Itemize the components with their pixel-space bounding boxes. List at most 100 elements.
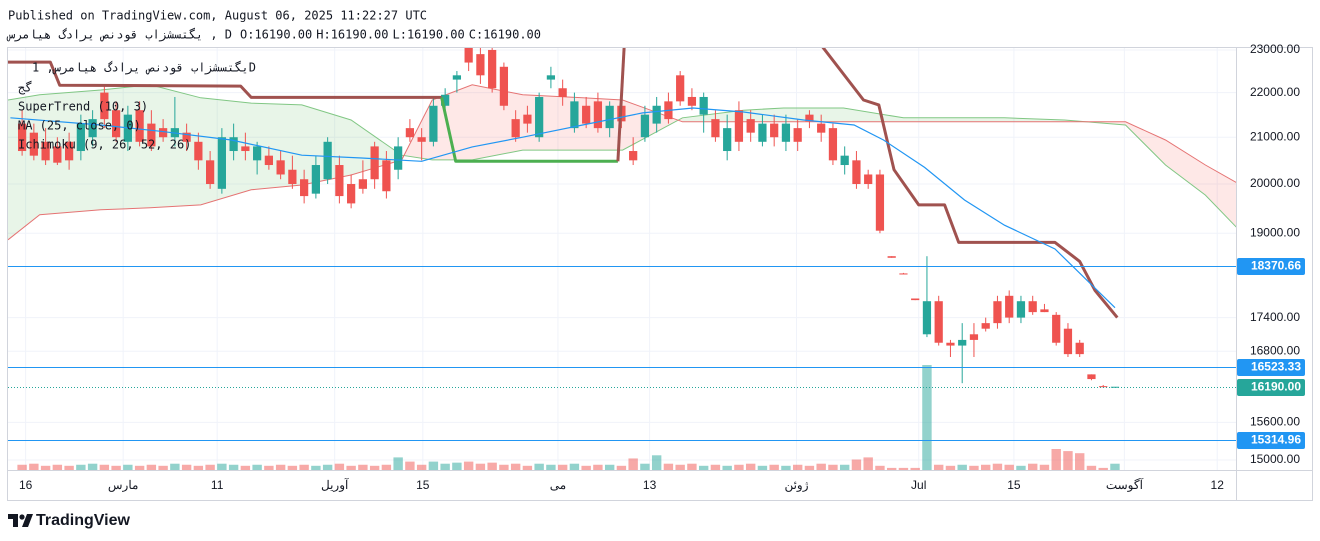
y-tick-label: 19000.00 <box>1250 225 1300 239</box>
volume-bar <box>675 464 685 470</box>
candle-body <box>206 160 215 185</box>
volume-bar <box>992 463 1003 470</box>
candle-body <box>17 123 27 152</box>
volume-bar <box>651 455 662 470</box>
candle-body <box>1110 386 1120 388</box>
volume-bar <box>334 463 345 470</box>
volume-bar <box>569 463 580 470</box>
candle-body <box>394 146 403 170</box>
candle-body <box>111 110 121 138</box>
volume-bar <box>146 464 157 470</box>
cloud-fill <box>622 100 683 151</box>
cloud-fill <box>1205 165 1236 227</box>
x-tick-label: ژوئن <box>784 478 808 492</box>
volume-bar <box>40 465 51 470</box>
indicator-label: Ichimoku (9, 26, 52, 26) <box>18 138 191 152</box>
candle-body <box>217 137 226 189</box>
candle-body <box>605 105 614 129</box>
brand-logo: TradingView <box>8 512 131 529</box>
cloud-fill <box>8 94 40 240</box>
candle-body <box>88 119 97 138</box>
volume-bar <box>957 464 967 470</box>
candle-body <box>1028 301 1037 313</box>
cloud-fill <box>150 84 201 208</box>
candle-body <box>64 141 74 161</box>
volume-bar <box>757 465 768 470</box>
y-tick-label: 15000.00 <box>1250 452 1300 466</box>
frame <box>7 47 1313 501</box>
x-tick-label: 15 <box>1007 478 1021 492</box>
candle-body <box>194 141 203 161</box>
volume-bar <box>170 463 180 470</box>
volume-bar <box>76 464 86 470</box>
volume-bar <box>217 463 227 470</box>
candle-body <box>511 119 520 138</box>
volume-bar <box>628 458 638 470</box>
candle-body <box>946 342 955 346</box>
volume-bar <box>1016 465 1026 470</box>
cloud-fill <box>472 84 523 160</box>
candle-body <box>276 160 285 175</box>
candle-body <box>770 123 779 138</box>
brand: TradingView <box>36 512 131 529</box>
volume-bar <box>193 465 204 470</box>
candle-body <box>405 128 415 138</box>
candle-body <box>922 301 932 335</box>
candle-body <box>100 92 109 120</box>
volume-bar <box>428 461 439 470</box>
candle-body <box>1063 328 1073 355</box>
volume-bar <box>1004 464 1014 470</box>
candle-body <box>241 146 250 152</box>
volume-bar <box>311 465 321 470</box>
candle-body <box>676 75 685 102</box>
candle-body <box>300 179 309 197</box>
candle-body <box>887 256 896 258</box>
volume-bar <box>804 465 815 470</box>
y-tick-label: 20000.00 <box>1250 176 1300 190</box>
candle-body <box>817 123 826 133</box>
volume-bar <box>616 465 627 470</box>
candle-body <box>464 48 473 63</box>
volume-bar <box>252 464 262 470</box>
volume-bar <box>933 464 944 470</box>
indicator-label: SuperTrend (10, 3) <box>18 100 148 114</box>
volume-bar <box>1098 467 1108 470</box>
volume-bar <box>922 365 932 470</box>
candle-body <box>452 75 462 80</box>
published: Published on TradingView.com, August 06,… <box>8 9 427 23</box>
volume-bar <box>969 465 979 470</box>
candle-body <box>535 96 544 138</box>
candle-body <box>264 155 273 166</box>
candle-body <box>981 323 990 329</box>
volume-bar <box>945 465 956 470</box>
price-label-box <box>1237 258 1305 275</box>
candle-body <box>781 123 791 142</box>
candle-body <box>382 160 391 192</box>
x-tick-label: 13 <box>643 478 657 492</box>
y-tick-label: 23000.00 <box>1250 42 1300 56</box>
ohlc-value: C:16190.00 <box>469 28 541 42</box>
cloud-fill <box>903 117 1005 122</box>
volume-bar <box>1086 465 1097 470</box>
candle-body <box>135 110 144 142</box>
volume-bar <box>557 464 568 470</box>
volume-bar <box>604 464 615 470</box>
volume-bar <box>1075 453 1085 470</box>
ohlc-value: L:16190.00 <box>393 28 465 42</box>
volume-bar <box>29 463 39 470</box>
volume-bar <box>52 464 63 470</box>
candle-body <box>911 298 920 301</box>
candle-body <box>1005 295 1014 318</box>
volume-bar <box>1039 464 1050 470</box>
candle-body <box>805 114 814 122</box>
candle-body <box>993 301 1002 324</box>
candle-body <box>358 179 367 189</box>
price-label: 16523.33 <box>1251 360 1301 374</box>
candle-body <box>311 165 320 194</box>
volume-bar <box>123 464 133 470</box>
candle-body <box>429 105 438 142</box>
cloud-fill <box>783 108 844 122</box>
volume-bar <box>546 464 556 470</box>
volume-bar <box>358 464 368 470</box>
